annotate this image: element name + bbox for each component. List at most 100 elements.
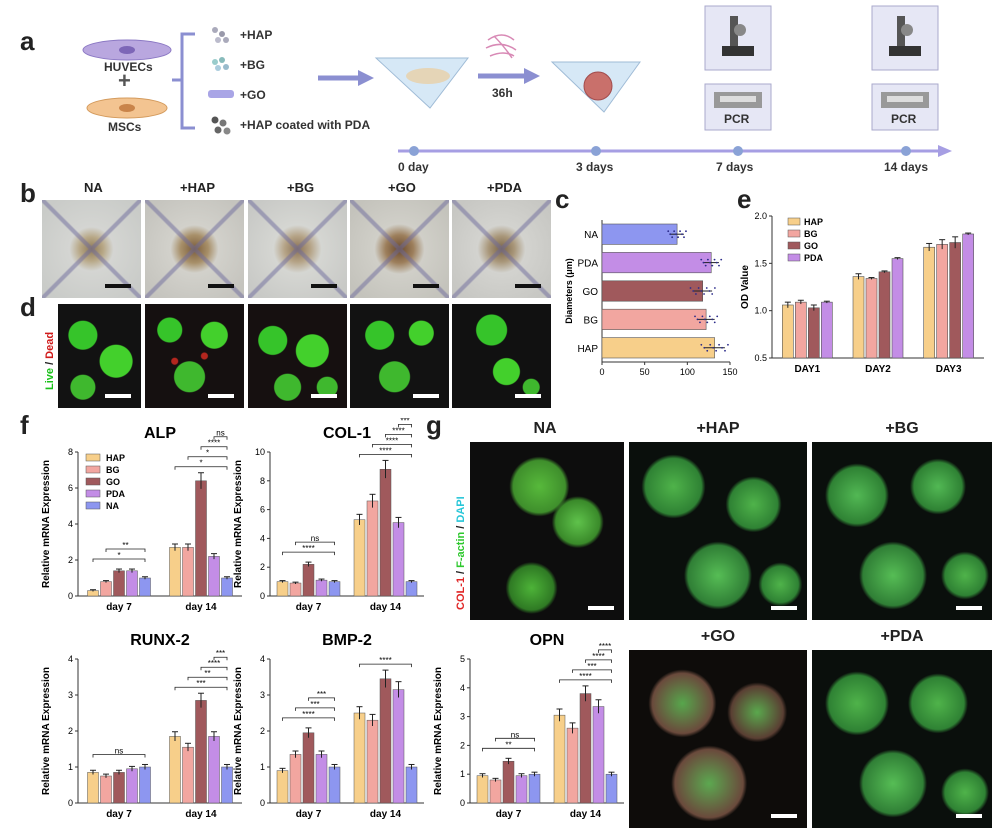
e-bar-pda-day1 (821, 301, 833, 359)
ytick-label: 5 (460, 654, 465, 664)
timeline-day-3: 3 days (576, 160, 614, 174)
livedead-image-go (350, 304, 449, 408)
significance-bracket (295, 541, 335, 546)
plus-sign: + (118, 68, 131, 93)
c-point (727, 343, 729, 346)
category-label: day 7 (106, 809, 132, 820)
c-point (697, 287, 700, 289)
timeline-day-0: 0 day (398, 160, 429, 174)
g-title-hap: +HAP (696, 420, 740, 437)
significance-label: ns (115, 746, 123, 755)
c-bar-go (601, 280, 703, 302)
c-point (708, 315, 711, 318)
g-title-bg: +BG (885, 420, 919, 437)
significance-bracket (572, 669, 612, 673)
ylabel: Relative mRNA Expression (41, 667, 52, 795)
significance-bracket (482, 747, 535, 752)
pcr-label-14d: PCR (891, 112, 917, 126)
c-point (709, 343, 712, 346)
bar-bg-day14 (182, 547, 194, 597)
chart-title-bmp2: BMP-2 (322, 632, 372, 649)
bar-bg-day7 (289, 754, 302, 804)
c-point (703, 293, 705, 295)
material-go: +GO (240, 88, 266, 102)
brightfield-image-na (42, 200, 141, 298)
e-ylabel: OD Value (740, 265, 751, 309)
legend-swatch-na (85, 501, 101, 510)
significance-bracket (174, 466, 228, 470)
significance-label: **** (208, 439, 220, 448)
b-title-bg: +BG (287, 180, 315, 195)
bar-go-day7 (502, 760, 515, 804)
e-bar-bg-day2 (865, 278, 878, 359)
category-label: day 7 (296, 809, 322, 820)
legend-swatch-hap (85, 453, 101, 462)
e-ytick-label: 2.0 (754, 211, 767, 221)
significance-bracket (213, 656, 228, 661)
stain-dapi: DAPI (455, 496, 467, 523)
panel-label-g: g (426, 410, 442, 440)
c-category-label: GO (582, 287, 598, 298)
c-point (703, 346, 706, 349)
significance-bracket (398, 424, 412, 428)
c-point (712, 346, 715, 349)
c-point (702, 261, 705, 264)
chart-title-runx2: RUNX-2 (130, 632, 190, 649)
c-point (705, 287, 708, 289)
ytick-label: 6 (68, 483, 73, 493)
bar-hap-day7 (476, 775, 489, 804)
significance-bracket (495, 737, 535, 742)
c-point (720, 258, 723, 261)
legend-swatch-go (85, 477, 101, 486)
chart-title-opn: OPN (530, 632, 565, 649)
significance-label: **** (392, 426, 404, 435)
panel-label-a: a (20, 26, 35, 56)
c-bar-pda (601, 252, 712, 274)
significance-bracket (200, 666, 228, 671)
significance-label: **** (599, 642, 611, 651)
c-point (700, 290, 703, 292)
ytick-label: 2 (68, 726, 73, 736)
ytick-label: 8 (260, 476, 265, 486)
significance-label: *** (216, 649, 225, 658)
legend-label-bg: BG (106, 465, 120, 475)
c-point (683, 236, 685, 239)
e-bar-hap-day1 (782, 304, 794, 359)
c-xtick-label: 150 (722, 367, 737, 377)
c-point (699, 321, 701, 324)
ytick-label: 0 (260, 591, 265, 601)
ytick-label: 2 (68, 555, 73, 565)
bar-hap-day7 (276, 770, 289, 804)
significance-label: * (206, 449, 209, 458)
legend-swatch-pda (85, 489, 101, 498)
bar-hap-day14 (169, 547, 181, 597)
c-point (700, 343, 703, 346)
ytick-label: 4 (460, 683, 465, 693)
cell-label-huvecs: HUVECs (104, 60, 153, 74)
e-bar-go-day3 (949, 242, 961, 359)
c-xtick-label: 100 (680, 367, 695, 377)
legend-label-go: GO (106, 477, 120, 487)
significance-label: ** (505, 740, 511, 749)
bar-go-day7 (302, 564, 315, 597)
stain-sep-1: / (455, 567, 467, 577)
ytick-label: 3 (460, 712, 465, 722)
significance-label: **** (579, 672, 591, 681)
significance-bracket (598, 649, 612, 653)
c-point (701, 315, 704, 318)
bar-pda-day14 (208, 736, 220, 804)
c-ylabel: Diameters (μm) (564, 258, 574, 324)
bar-go-day14 (195, 700, 207, 804)
e-legend-swatch-go (787, 241, 801, 250)
e-legend-label-bg: BG (804, 229, 818, 239)
ytick-label: 0 (260, 798, 265, 808)
c-point (715, 349, 718, 352)
significance-bracket (359, 663, 412, 668)
c-point (709, 261, 712, 264)
bar-go-day14 (379, 678, 392, 804)
bar-bg-day14 (182, 746, 194, 804)
panel-label-b: b (20, 178, 36, 208)
